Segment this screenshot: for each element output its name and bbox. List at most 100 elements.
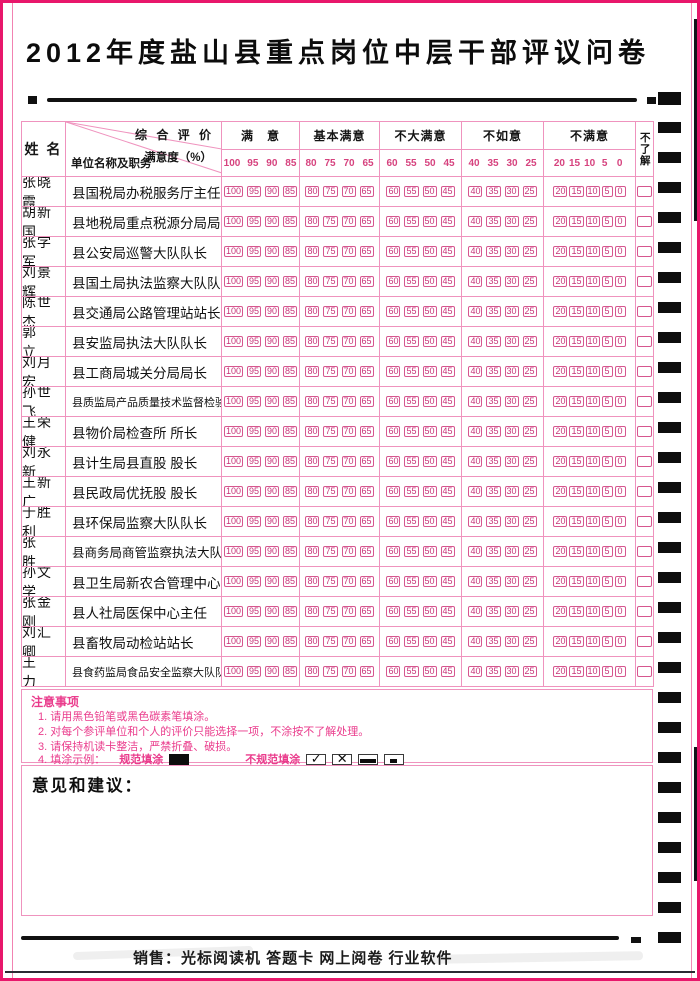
bubble-90[interactable]: 90	[265, 456, 280, 467]
bubble-30[interactable]: 30	[504, 216, 519, 227]
bubble-20[interactable]: 20	[553, 186, 568, 197]
bubble-25[interactable]: 25	[522, 576, 537, 587]
bubble-85[interactable]: 85	[283, 666, 298, 677]
bubble-65[interactable]: 65	[359, 456, 374, 467]
bubble-5[interactable]: 5	[601, 546, 613, 557]
bubble-100[interactable]: 100	[223, 366, 243, 377]
bubble-0[interactable]: 0	[614, 306, 626, 317]
bubble-100[interactable]: 100	[223, 216, 243, 227]
bubble-100[interactable]: 100	[223, 396, 243, 407]
bubble-95[interactable]: 95	[246, 546, 261, 557]
bubble-45[interactable]: 45	[440, 186, 455, 197]
bubble-95[interactable]: 95	[246, 456, 261, 467]
bubble-20[interactable]: 20	[553, 246, 568, 257]
bubble-5[interactable]: 5	[601, 456, 613, 467]
bubble-70[interactable]: 70	[341, 666, 356, 677]
bubble-45[interactable]: 45	[440, 396, 455, 407]
bubble-10[interactable]: 10	[585, 426, 600, 437]
bubble-15[interactable]: 15	[569, 396, 584, 407]
bubble-45[interactable]: 45	[440, 336, 455, 347]
bubble-65[interactable]: 65	[359, 336, 374, 347]
bubble-55[interactable]: 55	[404, 546, 419, 557]
bubble-45[interactable]: 45	[440, 576, 455, 587]
bubble-30[interactable]: 30	[504, 576, 519, 587]
bubble-55[interactable]: 55	[404, 366, 419, 377]
bubble-40[interactable]: 40	[468, 336, 483, 347]
bubble-5[interactable]: 5	[601, 216, 613, 227]
bubble-35[interactable]: 35	[486, 546, 501, 557]
bubble-85[interactable]: 85	[283, 246, 298, 257]
bubble-65[interactable]: 65	[359, 186, 374, 197]
bubble-40[interactable]: 40	[468, 486, 483, 497]
bubble-0[interactable]: 0	[614, 186, 626, 197]
bubble-35[interactable]: 35	[486, 426, 501, 437]
bubble-55[interactable]: 55	[404, 456, 419, 467]
bubble-45[interactable]: 45	[440, 666, 455, 677]
bubble-unknown[interactable]	[637, 546, 652, 557]
bubble-unknown[interactable]	[637, 276, 652, 287]
bubble-70[interactable]: 70	[341, 426, 356, 437]
bubble-80[interactable]: 80	[305, 456, 320, 467]
bubble-95[interactable]: 95	[246, 276, 261, 287]
bubble-20[interactable]: 20	[553, 456, 568, 467]
bubble-65[interactable]: 65	[359, 216, 374, 227]
bubble-5[interactable]: 5	[601, 366, 613, 377]
bubble-40[interactable]: 40	[468, 186, 483, 197]
bubble-100[interactable]: 100	[223, 456, 243, 467]
bubble-15[interactable]: 15	[569, 366, 584, 377]
bubble-70[interactable]: 70	[341, 636, 356, 647]
bubble-5[interactable]: 5	[601, 606, 613, 617]
bubble-70[interactable]: 70	[341, 186, 356, 197]
bubble-65[interactable]: 65	[359, 396, 374, 407]
bubble-50[interactable]: 50	[422, 336, 437, 347]
bubble-75[interactable]: 75	[323, 276, 338, 287]
suggestions-section[interactable]: 意见和建议：	[21, 765, 653, 916]
bubble-65[interactable]: 65	[359, 306, 374, 317]
bubble-5[interactable]: 5	[601, 246, 613, 257]
bubble-45[interactable]: 45	[440, 516, 455, 527]
bubble-0[interactable]: 0	[614, 636, 626, 647]
bubble-25[interactable]: 25	[522, 456, 537, 467]
bubble-40[interactable]: 40	[468, 366, 483, 377]
bubble-80[interactable]: 80	[305, 636, 320, 647]
bubble-100[interactable]: 100	[223, 426, 243, 437]
bubble-90[interactable]: 90	[265, 516, 280, 527]
bubble-10[interactable]: 10	[585, 366, 600, 377]
bubble-60[interactable]: 60	[386, 186, 401, 197]
bubble-20[interactable]: 20	[553, 486, 568, 497]
bubble-25[interactable]: 25	[522, 216, 537, 227]
bubble-55[interactable]: 55	[404, 336, 419, 347]
bubble-25[interactable]: 25	[522, 396, 537, 407]
bubble-unknown[interactable]	[637, 306, 652, 317]
bubble-80[interactable]: 80	[305, 486, 320, 497]
bubble-70[interactable]: 70	[341, 546, 356, 557]
bubble-15[interactable]: 15	[569, 576, 584, 587]
bubble-50[interactable]: 50	[422, 216, 437, 227]
bubble-100[interactable]: 100	[223, 336, 243, 347]
bubble-35[interactable]: 35	[486, 396, 501, 407]
bubble-90[interactable]: 90	[265, 216, 280, 227]
bubble-30[interactable]: 30	[504, 666, 519, 677]
bubble-10[interactable]: 10	[585, 666, 600, 677]
bubble-60[interactable]: 60	[386, 636, 401, 647]
bubble-30[interactable]: 30	[504, 636, 519, 647]
bubble-50[interactable]: 50	[422, 546, 437, 557]
bubble-75[interactable]: 75	[323, 216, 338, 227]
bubble-70[interactable]: 70	[341, 306, 356, 317]
bubble-15[interactable]: 15	[569, 516, 584, 527]
bubble-40[interactable]: 40	[468, 516, 483, 527]
bubble-55[interactable]: 55	[404, 276, 419, 287]
bubble-95[interactable]: 95	[246, 336, 261, 347]
bubble-0[interactable]: 0	[614, 606, 626, 617]
bubble-25[interactable]: 25	[522, 666, 537, 677]
bubble-65[interactable]: 65	[359, 606, 374, 617]
bubble-25[interactable]: 25	[522, 426, 537, 437]
bubble-85[interactable]: 85	[283, 306, 298, 317]
bubble-35[interactable]: 35	[486, 246, 501, 257]
bubble-10[interactable]: 10	[585, 216, 600, 227]
bubble-80[interactable]: 80	[305, 576, 320, 587]
bubble-15[interactable]: 15	[569, 636, 584, 647]
bubble-10[interactable]: 10	[585, 516, 600, 527]
bubble-15[interactable]: 15	[569, 276, 584, 287]
bubble-20[interactable]: 20	[553, 396, 568, 407]
